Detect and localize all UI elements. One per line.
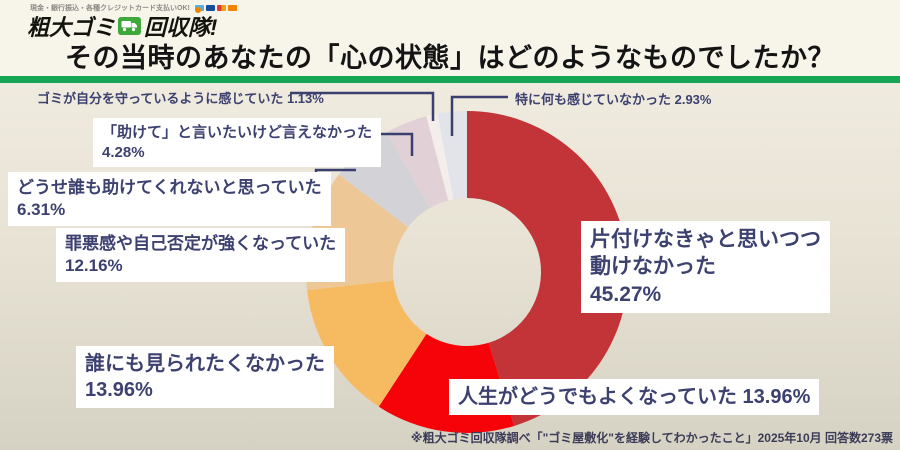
leader-line-nothing [450, 95, 508, 136]
leader-line-trash-protect [290, 91, 435, 121]
label-box-guilt: 罪悪感や自己否定が強くなっていた 12.16% [56, 228, 346, 283]
label-move-line2: 動けなかった [590, 255, 716, 279]
card-icon [216, 5, 226, 11]
label-guilt-pct: 12.16% [65, 256, 123, 276]
label-box-seen: 誰にも見られたくなかった 13.96% [76, 346, 334, 408]
pie-segment-2 [307, 280, 427, 407]
label-seen-pct: 13.96% [85, 379, 153, 401]
label-nothing: 特に何も感じていなかった 2.93% [515, 92, 712, 107]
label-box-move: 片付けなきゃと思いつつ 動けなかった 45.27% [581, 221, 830, 313]
pie-segment-5 [386, 116, 449, 208]
pie-segment-7 [437, 111, 467, 200]
logo-text-left: 粗大ゴミ [27, 15, 116, 40]
header: 現金・銀行振込・各種クレジットカード支払いOK! 粗大ゴミ 回収隊! [0, 0, 900, 76]
label-move-pct: 45.27% [590, 282, 662, 306]
label-box-help: 「助けて」と言いたいけど言えなかった 4.28% [93, 118, 382, 167]
label-hopeless-text: どうせ誰も助けてくれないと思っていた [17, 178, 322, 197]
source-note: ※粗大ゴミ回収隊調べ「"ゴミ屋敷化"を経験してわかったこと」2025年10月 回… [410, 431, 893, 445]
label-guilt-text: 罪悪感や自己否定が強くなっていた [65, 234, 337, 253]
payment-tagline-text: 現金・銀行振込・各種クレジットカード支払いOK! [30, 5, 190, 12]
pie-segment-0 [467, 111, 628, 426]
label-box-life: 人生がどうでもよくなっていた 13.96% [449, 379, 820, 415]
accent-divider [0, 76, 900, 83]
logo-accent-dot [195, 7, 202, 13]
card-icon [205, 5, 215, 11]
label-hopeless-pct: 6.31% [17, 200, 66, 220]
label-trash-protect: ゴミが自分を守っているように感じていた 1.13% [37, 91, 324, 106]
label-help-pct: 4.28% [102, 143, 145, 161]
label-move-line1: 片付けなきゃと思いつつ [590, 228, 821, 251]
label-box-hopeless: どうせ誰も助けてくれないと思っていた 6.31% [8, 172, 331, 227]
page-title: その当時のあなたの「心の状態」はどのようなものでしたか？ [65, 43, 835, 73]
logo-text-right: 回収隊! [144, 7, 217, 42]
logo: 粗大ゴミ 回収隊! [27, 7, 217, 42]
card-icon [227, 5, 237, 11]
donut-chart [306, 111, 628, 433]
pie-segment-6 [426, 113, 454, 201]
label-seen-text: 誰にも見られたくなかった [85, 353, 325, 375]
truck-icon [118, 17, 142, 35]
label-help-text: 「助けて」と言いたいけど言えなかった [102, 124, 373, 141]
